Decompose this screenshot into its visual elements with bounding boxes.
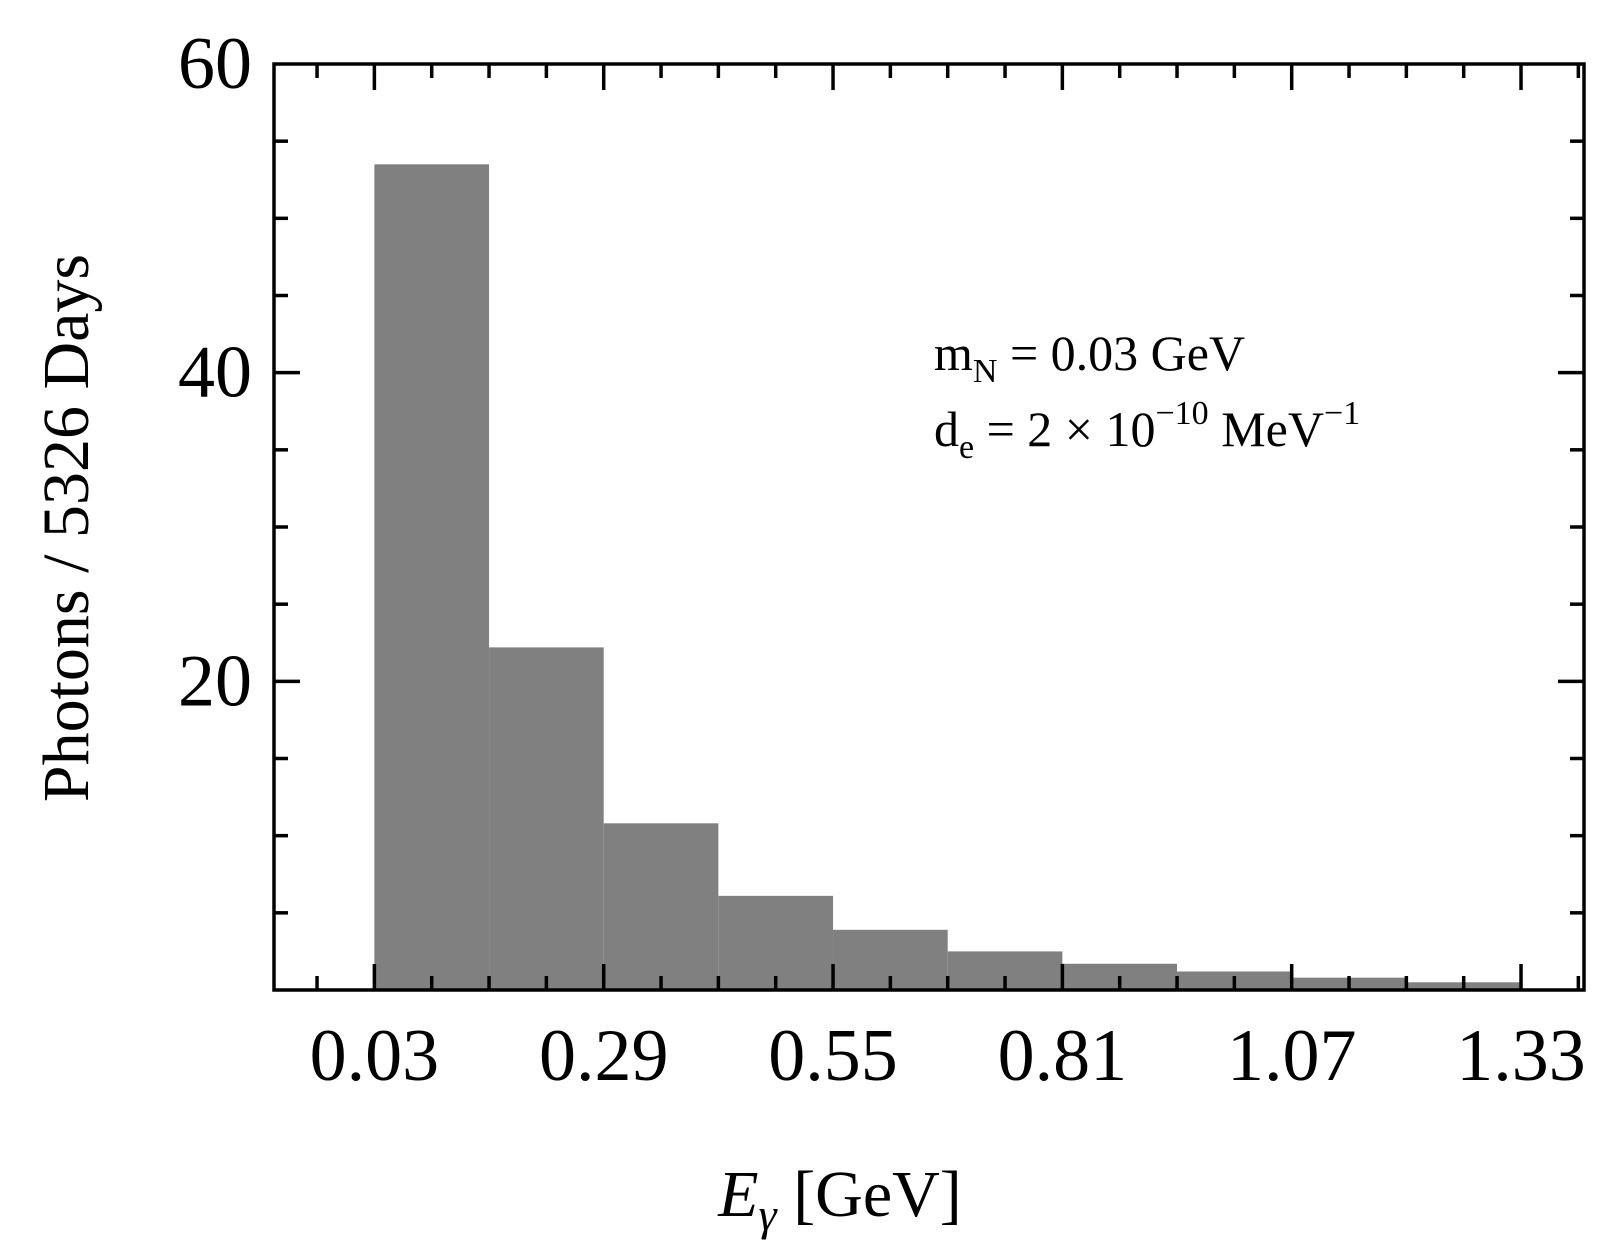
x-tick-label: 0.55: [768, 1015, 898, 1097]
y-tick-label: 20: [178, 640, 252, 722]
y-tick-label: 40: [178, 332, 252, 414]
x-axis-label-gap: [777, 1158, 794, 1231]
dipole-subscript: e: [959, 429, 974, 466]
histogram-bar-2: [489, 647, 604, 990]
x-axis-label-symbol: E: [717, 1158, 758, 1231]
plot-frame: [272, 62, 1586, 992]
x-axis-label: Eγ [GeV]: [717, 1158, 962, 1240]
x-tick-label: 1.33: [1456, 1015, 1586, 1097]
x-tick-label: 0.29: [539, 1015, 669, 1097]
dipole-symbol: d: [934, 401, 959, 457]
histogram-bar-1: [374, 164, 490, 991]
x-axis-label-subscript: γ: [759, 1189, 779, 1240]
dipole-value: = 2 × 10: [974, 401, 1155, 457]
x-axis-label-unit: [GeV]: [793, 1158, 962, 1231]
y-axis-label: Photons / 5326 Days: [30, 254, 103, 802]
x-tick-label: 0.81: [998, 1015, 1128, 1097]
dipole-exponent: −10: [1156, 395, 1209, 432]
dipole-annotation: de = 2 × 10−10 MeV−1: [934, 395, 1360, 466]
mass-symbol: m: [934, 325, 973, 381]
histogram-bars: [374, 164, 1522, 991]
dipole-unit-exponent: −1: [1324, 395, 1360, 432]
mass-value: = 0.03 GeV: [997, 325, 1245, 381]
histogram-bar-3: [603, 823, 719, 990]
y-tick-label: 60: [178, 23, 252, 105]
dipole-unit: MeV: [1209, 401, 1324, 457]
mass-annotation: mN = 0.03 GeV: [934, 325, 1245, 390]
mass-subscript: N: [973, 353, 998, 390]
x-tick-labels: 0.03 0.29 0.55 0.81 1.07 1.33: [310, 1015, 1586, 1097]
y-tick-labels: 20 40 60: [178, 23, 252, 722]
x-tick-label: 0.03: [310, 1015, 440, 1097]
axis-ticks: [274, 64, 1584, 990]
x-tick-label: 1.07: [1227, 1015, 1357, 1097]
histogram-bar-4: [718, 895, 834, 990]
